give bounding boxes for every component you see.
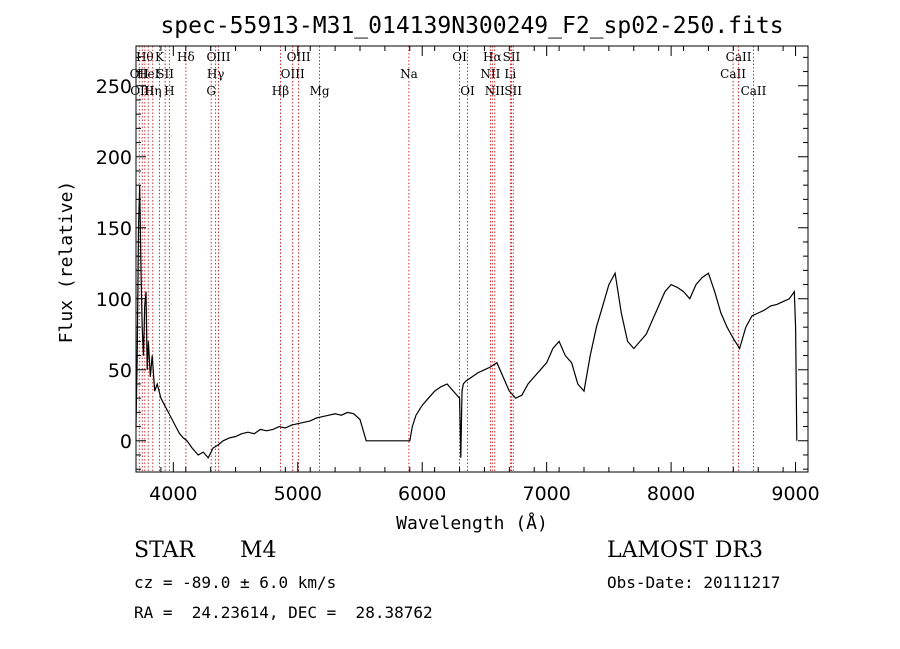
line-marker-label: H [164,84,174,98]
plot-frame [135,45,809,473]
line-marker-label: Na [400,67,418,81]
line-marker-label: SII [504,84,522,98]
x-tick-label: 6000 [398,483,446,505]
line-marker-label: Hα [483,50,502,64]
object-subclass: M4 [240,538,277,563]
y-axis: 0 50 100 150 200 250 [96,56,808,470]
line-marker-label: CaII [726,50,752,64]
line-marker-label: OII [130,67,150,81]
line-marker-label: CaII [720,67,746,81]
line-marker-label: Hθ [136,50,154,64]
spectrum-line [135,185,798,459]
chart-title: spec-55913-M31_014139N300249_F2_sp02-250… [160,13,783,39]
x-axis-label: Wavelength (Å) [396,512,548,534]
y-axis-label: Flux (relative) [56,181,77,344]
x-tick-label: 4000 [149,483,197,505]
line-marker-label: OI [460,84,475,98]
x-tick-label: 8000 [647,483,695,505]
line-marker-label: Hδ [177,50,195,64]
y-tick-label: 200 [96,147,132,169]
line-marker-label: Mg [310,84,330,98]
line-marker-label: NII [480,67,500,81]
coordinates: RA = 24.23614, DEC = 28.38762 [134,603,433,622]
line-marker-label: OIII [281,67,305,81]
object-class: STAR [134,538,195,563]
line-marker-label: Li [504,67,516,81]
survey-name: LAMOST DR3 [607,538,763,563]
line-marker-label: SII [503,50,521,64]
line-markers: OIIOIIIHθHeIHηKSIIHHδGHγOIIIHβOIIIOIIIMg… [130,46,767,472]
line-marker-label: Hβ [272,84,289,98]
observation-date: Obs-Date: 20111217 [607,573,781,592]
line-marker-label: Hη [144,84,162,98]
x-tick-label: 5000 [274,483,322,505]
x-tick-label: 7000 [522,483,570,505]
x-tick-label: 9000 [771,483,819,505]
y-tick-label: 150 [96,218,132,240]
line-marker-label: G [206,84,216,98]
y-tick-label: 0 [120,431,132,453]
line-marker-label: OIII [206,50,230,64]
y-tick-label: 250 [96,76,132,98]
y-tick-label: 100 [96,289,132,311]
line-marker-label: OIII [287,50,311,64]
line-marker-label: SII [156,67,174,81]
redshift-info: cz = -89.0 ± 6.0 km/s [134,573,337,592]
line-marker-label: K [155,50,165,64]
y-tick-label: 50 [108,360,132,382]
line-marker-label: Hγ [207,67,225,81]
line-marker-label: HeI [137,67,160,81]
x-axis: 4000 5000 6000 7000 8000 9000 [135,46,820,505]
line-marker-label: OI [452,50,467,64]
line-marker-label: CaII [741,84,767,98]
line-marker-label: NII [485,84,505,98]
